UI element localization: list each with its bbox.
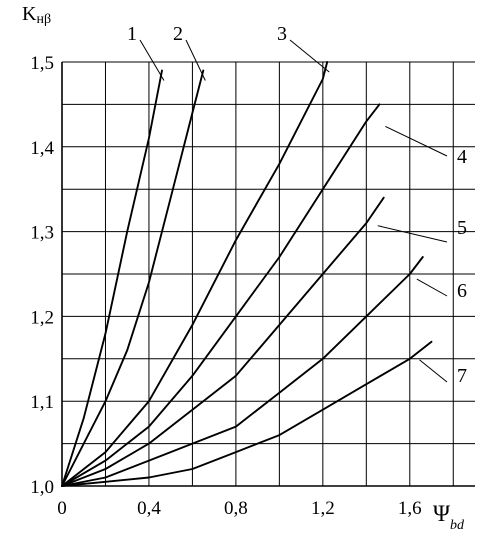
tick-labels: 1,0 1,1 1,2 1,3 1,4 1,5 0 0,4 0,8 1,2 1,6 xyxy=(30,53,421,519)
series-line-2 xyxy=(61,69,205,487)
series-leader-2 xyxy=(185,39,206,81)
y-tick-label: 1,4 xyxy=(30,138,54,159)
series-label-1: 1 xyxy=(127,23,137,45)
y-tick-label: 1,0 xyxy=(30,477,54,498)
series-leader-1 xyxy=(139,39,165,81)
y-tick-label: 1,5 xyxy=(30,53,54,74)
series-label-2: 2 xyxy=(173,23,183,45)
y-axis-label: Kнβ xyxy=(22,3,51,27)
series-line-3 xyxy=(61,61,329,487)
x-tick-label: 1,2 xyxy=(311,498,335,519)
series-lines xyxy=(61,61,433,487)
series-line-1 xyxy=(61,69,163,487)
x-axis-label: Ψbd xyxy=(433,501,465,533)
series-line-7 xyxy=(61,340,433,487)
grid xyxy=(62,61,475,486)
series-leader-7 xyxy=(419,359,448,383)
series-leader-5 xyxy=(377,225,448,243)
series-leader-6 xyxy=(416,278,448,297)
x-tick-label: 0 xyxy=(57,498,67,519)
series-leader-3 xyxy=(289,39,330,73)
series-label-3: 3 xyxy=(277,23,287,45)
x-tick-label: 0,4 xyxy=(137,498,161,519)
y-tick-label: 1,3 xyxy=(30,223,54,244)
x-tick-label: 1,6 xyxy=(398,498,422,519)
x-tick-label: 0,8 xyxy=(224,498,248,519)
series-label-7: 7 xyxy=(457,365,467,387)
series-line-4 xyxy=(61,103,381,487)
series-label-6: 6 xyxy=(457,280,467,302)
y-tick-label: 1,1 xyxy=(30,392,54,413)
series-line-6 xyxy=(61,256,424,487)
series-label-4: 4 xyxy=(457,146,467,168)
y-tick-label: 1,2 xyxy=(30,307,54,328)
axes xyxy=(61,62,475,487)
series-label-5: 5 xyxy=(457,217,467,239)
series-leaders: 1 2 3 4 5 6 7 xyxy=(127,23,467,387)
series-line-5 xyxy=(61,196,385,487)
series-leader-4 xyxy=(385,125,448,157)
